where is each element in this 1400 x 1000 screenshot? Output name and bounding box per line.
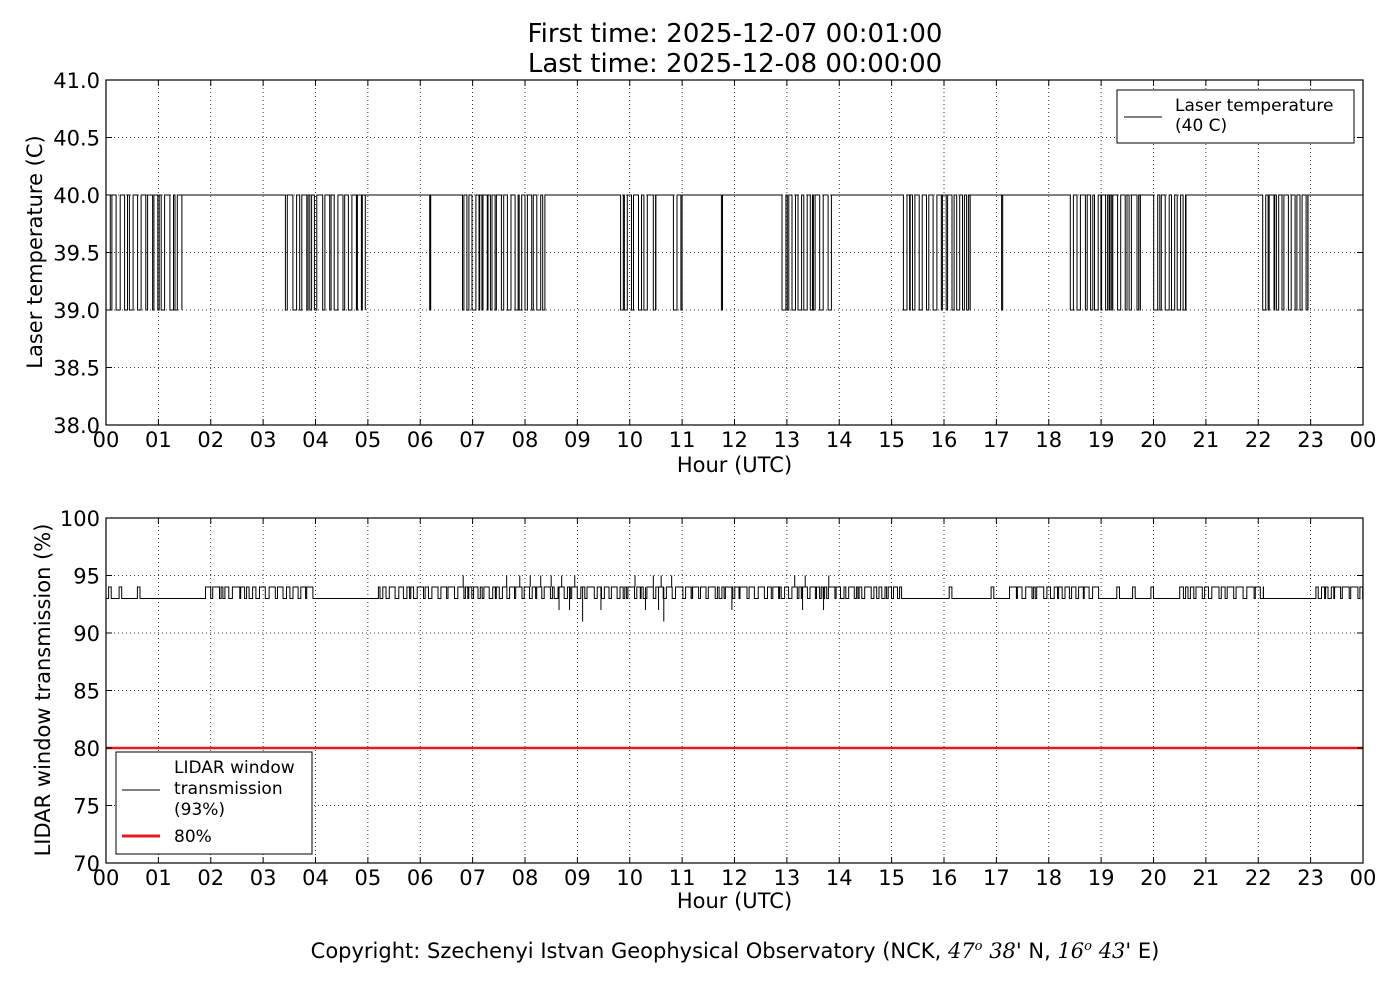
y-tick-label: 100: [60, 507, 100, 531]
x-tick-label: 07: [459, 866, 486, 890]
legend-label-lidar-transmission-line-3: (93%): [174, 800, 225, 820]
x-tick-label: 21: [1193, 866, 1220, 890]
y-tick-label: 70: [73, 852, 100, 876]
x-tick-label: 04: [302, 428, 329, 452]
y-tick-label: 40.0: [53, 184, 100, 208]
x-tick-label: 23: [1297, 428, 1324, 452]
x-tick-label: 00: [93, 866, 120, 890]
y-tick-label: 39.0: [53, 299, 100, 323]
x-tick-label: 10: [616, 866, 643, 890]
series-line-lidar-transmission: [106, 586, 1364, 599]
x-tick-label: 18: [1035, 428, 1062, 452]
x-tick-label: 18: [1035, 866, 1062, 890]
series-line-laser-temperature: [106, 194, 1363, 311]
legend-lidar-window-transmission: LIDAR window transmission (93%) 80%: [115, 751, 313, 855]
x-tick-label: 07: [459, 428, 486, 452]
y-tick-label: 38.5: [53, 357, 100, 381]
legend-label-laser-temperature-line-2: (40 C): [1175, 116, 1227, 136]
x-tick-label: 11: [669, 428, 696, 452]
x-tick-label: 16: [931, 866, 958, 890]
x-tick-label: 22: [1245, 428, 1272, 452]
x-tick-label: 19: [1088, 866, 1115, 890]
y-axis-label-laser-temperature: Laser temperature (C): [23, 135, 47, 368]
x-tick-label: 19: [1088, 428, 1115, 452]
x-tick-label: 06: [407, 428, 434, 452]
title-line-2: Last time: 2025-12-08 00:00:00: [528, 49, 942, 79]
x-tick-label: 15: [878, 866, 905, 890]
x-tick-label: 10: [616, 428, 643, 452]
x-ticks-lidar-window-transmission: 00 01 02 03 04 05 06 07 08 09 10 11 12 13 14 15 16 17 18 19…: [93, 518, 1377, 890]
x-tick-label: 20: [1140, 428, 1167, 452]
laser-temperature-panel: 00 01 02 03 04 05 06 07 08 09 10 11 12 13 14 15 16 17 18 19…: [23, 69, 1376, 477]
y-tick-label: 38.0: [53, 414, 100, 438]
series-area-lidar-window-transmission: [106, 575, 1364, 750]
x-tick-label: 09: [564, 866, 591, 890]
legend-label-80-percent: 80%: [174, 827, 212, 847]
y-tick-label: 41.0: [53, 69, 100, 93]
x-tick-label: 13: [774, 428, 801, 452]
x-tick-label: 05: [355, 866, 382, 890]
y-tick-label: 80: [73, 737, 100, 761]
x-tick-label: 02: [197, 428, 224, 452]
y-tick-label: 90: [73, 622, 100, 646]
x-ticks-laser-temperature: 00 01 02 03 04 05 06 07 08 09 10 11 12 13 14 15 16 17 18 19…: [93, 80, 1377, 452]
x-tick-label: 00: [1350, 866, 1377, 890]
x-tick-label: 05: [355, 428, 382, 452]
x-tick-label: 01: [145, 428, 172, 452]
x-tick-label: 00: [93, 428, 120, 452]
x-tick-label: 14: [826, 866, 853, 890]
y-ticks-laser-temperature: 38.0 38.5 39.0 39.5 40.0 40.5 41.0: [53, 69, 1363, 438]
x-axis-label-laser-temperature: Hour (UTC): [677, 453, 792, 477]
title-line-1: First time: 2025-12-07 00:01:00: [528, 19, 943, 49]
x-tick-label: 21: [1193, 428, 1220, 452]
lidar-window-transmission-panel: 00 01 02 03 04 05 06 07 08 09 10 11 12 13 14 15 16 17 18 19…: [31, 507, 1376, 913]
x-tick-label: 15: [878, 428, 905, 452]
x-tick-label: 08: [512, 428, 539, 452]
x-tick-label: 01: [145, 866, 172, 890]
x-tick-label: 09: [564, 428, 591, 452]
legend-laser-temperature: Laser temperature (40 C): [1116, 89, 1355, 144]
x-tick-label: 11: [669, 866, 696, 890]
legend-label-lidar-transmission-line-1: LIDAR window: [174, 758, 295, 778]
x-tick-label: 14: [826, 428, 853, 452]
x-tick-label: 17: [983, 866, 1010, 890]
y-tick-label: 85: [73, 680, 100, 704]
legend-label-lidar-transmission-line-2: transmission: [174, 779, 283, 799]
x-tick-label: 00: [1350, 428, 1377, 452]
x-tick-label: 22: [1245, 866, 1272, 890]
y-tick-label: 40.5: [53, 127, 100, 151]
x-tick-label: 03: [250, 866, 277, 890]
x-tick-label: 20: [1140, 866, 1167, 890]
x-tick-label: 08: [512, 866, 539, 890]
x-tick-label: 12: [721, 866, 748, 890]
y-axis-label-lidar-window-transmission: LIDAR window transmission (%): [31, 524, 55, 857]
x-axis-label-lidar-window-transmission: Hour (UTC): [677, 889, 792, 913]
x-tick-label: 03: [250, 428, 277, 452]
copyright-text: Copyright: Szechenyi Istvan Geophysical …: [311, 939, 1160, 963]
x-tick-label: 02: [197, 866, 224, 890]
y-tick-label: 95: [73, 565, 100, 589]
x-tick-label: 12: [721, 428, 748, 452]
x-tick-label: 04: [302, 866, 329, 890]
y-ticks-lidar-window-transmission: 70 75 80 85 90 95 100: [60, 507, 1363, 876]
legend-label-laser-temperature-line-1: Laser temperature: [1175, 96, 1333, 116]
x-tick-label: 13: [774, 866, 801, 890]
x-tick-label: 23: [1297, 866, 1324, 890]
x-tick-label: 06: [407, 866, 434, 890]
y-tick-label: 39.5: [53, 242, 100, 266]
x-tick-label: 16: [931, 428, 958, 452]
y-tick-label: 75: [73, 795, 100, 819]
series-area-laser-temperature: [106, 194, 1363, 311]
x-tick-label: 17: [983, 428, 1010, 452]
